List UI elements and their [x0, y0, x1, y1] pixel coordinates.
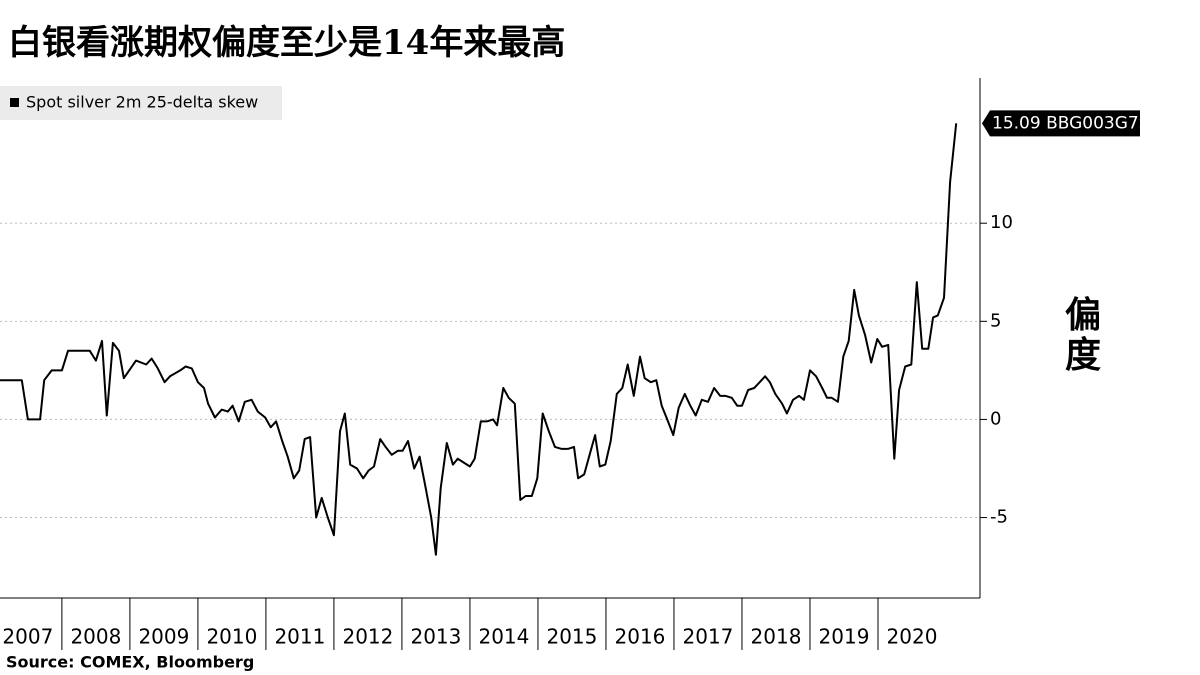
y-tick-label: 5: [990, 310, 1001, 331]
last-value-label: 15.09 BBG003G7S: [992, 113, 1150, 133]
legend-swatch: [10, 98, 19, 107]
x-tick-label: 2012: [342, 625, 393, 649]
y-tick-label: -5: [990, 507, 1008, 528]
x-tick-label: 2009: [138, 625, 189, 649]
chart-title: 白银看涨期权偏度至少是14年来最高: [8, 23, 565, 63]
x-tick-label: 2018: [751, 625, 802, 649]
x-tick-label: 2014: [478, 625, 529, 649]
source: Source: COMEX, Bloomberg: [6, 653, 254, 672]
x-tick-label: 2010: [206, 625, 257, 649]
legend-label: Spot silver 2m 25-delta skew: [26, 93, 258, 112]
y-tick-label: 10: [990, 212, 1013, 233]
x-tick-label: 2015: [546, 625, 597, 649]
last-value-box: [982, 110, 1140, 137]
y-tick-label: 0: [990, 408, 1001, 429]
x-tick-label: 2011: [274, 625, 325, 649]
x-tick-label: 2008: [70, 625, 121, 649]
x-tick-label: 2007: [2, 625, 53, 649]
legend-box: [0, 86, 282, 120]
x-tick-label: 2016: [615, 625, 666, 649]
x-tick-label: 2017: [683, 625, 734, 649]
x-tick-label: 2013: [410, 625, 461, 649]
y-axis-label: 偏度: [1065, 294, 1101, 376]
x-tick-label: 2020: [887, 625, 938, 649]
x-tick-label: 2019: [819, 625, 870, 649]
series-line: [0, 123, 958, 556]
